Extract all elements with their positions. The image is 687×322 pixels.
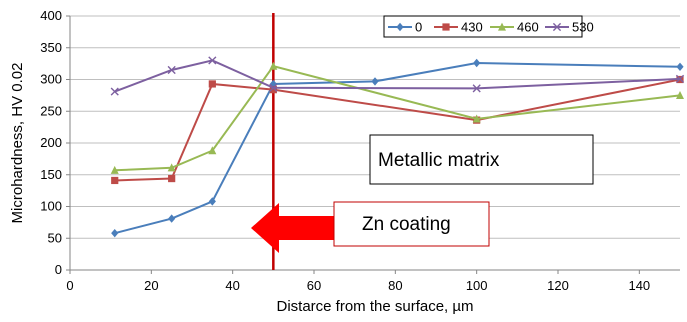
zn-coating-label: Zn coating xyxy=(362,214,451,235)
y-tick-label: 150 xyxy=(40,167,62,182)
metallic-matrix-box xyxy=(369,134,594,185)
data-point-diamond xyxy=(111,228,119,238)
y-axis-title: Microhardness, HV 0.02 xyxy=(9,63,26,224)
y-tick-label: 250 xyxy=(40,103,62,118)
data-point-triangle xyxy=(167,163,176,172)
data-point-x xyxy=(269,83,278,92)
y-tick-label: 50 xyxy=(48,230,62,245)
x-axis-title: Distarce from the surface, µm xyxy=(276,298,473,315)
y-tick-label: 0 xyxy=(55,262,62,277)
legend-label: 460 xyxy=(517,20,539,35)
legend-item-460: 460 xyxy=(490,20,539,35)
series-line-530 xyxy=(114,59,681,93)
x-tick-label: 140 xyxy=(628,278,650,293)
axes: 0 50 100 150 200 250 300 350 400 0 20 40 60 80 100 120 1… xyxy=(40,8,680,293)
y-tick-label: 350 xyxy=(40,40,62,55)
data-point-triangle xyxy=(472,114,481,123)
data-point-x xyxy=(208,56,217,65)
series-0 xyxy=(111,58,684,238)
legend-item-530: 530 xyxy=(545,20,594,35)
series-layer xyxy=(110,56,685,238)
y-tick-label: 300 xyxy=(40,72,62,87)
data-point-triangle xyxy=(676,90,684,99)
left-arrow-icon xyxy=(251,203,334,253)
series-line-460 xyxy=(114,65,681,172)
data-point-triangle xyxy=(498,22,506,31)
data-point-diamond xyxy=(473,58,481,68)
zn-coating-box xyxy=(333,201,490,247)
y-tick-label: 400 xyxy=(40,8,62,23)
data-point-square xyxy=(442,23,450,31)
data-point-triangle xyxy=(110,165,119,174)
data-point-diamond xyxy=(208,197,216,206)
data-point-x xyxy=(552,22,562,32)
legend-item-430: 430 xyxy=(434,20,483,35)
data-point-x xyxy=(167,65,176,75)
legend-label: 530 xyxy=(572,20,594,35)
data-point-diamond xyxy=(371,77,379,86)
data-point-square xyxy=(269,86,277,94)
series-line-430 xyxy=(114,78,681,182)
y-tick-label: 100 xyxy=(40,199,62,214)
x-tick-label: 80 xyxy=(388,278,402,293)
data-point-triangle xyxy=(208,146,217,155)
data-point-diamond xyxy=(396,22,404,32)
data-point-diamond xyxy=(676,62,684,71)
legend: 0 430 460 530 xyxy=(383,15,594,38)
y-tick-label: 200 xyxy=(40,135,62,150)
data-point-triangle xyxy=(269,61,278,70)
series-460 xyxy=(110,61,684,174)
legend-label: 0 xyxy=(415,20,422,35)
x-tick-label: 60 xyxy=(307,278,321,293)
data-point-diamond xyxy=(168,214,176,223)
legend-label: 430 xyxy=(461,20,483,35)
x-tick-label: 20 xyxy=(144,278,158,293)
legend-item-0: 0 xyxy=(388,20,422,35)
metallic-matrix-label: Metallic matrix xyxy=(378,150,500,171)
data-point-x xyxy=(675,74,685,83)
x-tick-label: 120 xyxy=(547,278,569,293)
data-point-square xyxy=(168,174,176,183)
annotations: Metallic matrix Zn coating xyxy=(251,134,594,253)
data-point-x xyxy=(472,84,481,93)
data-point-square xyxy=(111,176,119,185)
data-point-square xyxy=(208,80,216,88)
x-tick-label: 0 xyxy=(66,278,73,293)
x-tick-label: 40 xyxy=(225,278,239,293)
data-point-x xyxy=(110,87,119,96)
legend-box xyxy=(383,15,583,38)
series-530 xyxy=(110,56,685,96)
x-tick-label: 100 xyxy=(466,278,488,293)
